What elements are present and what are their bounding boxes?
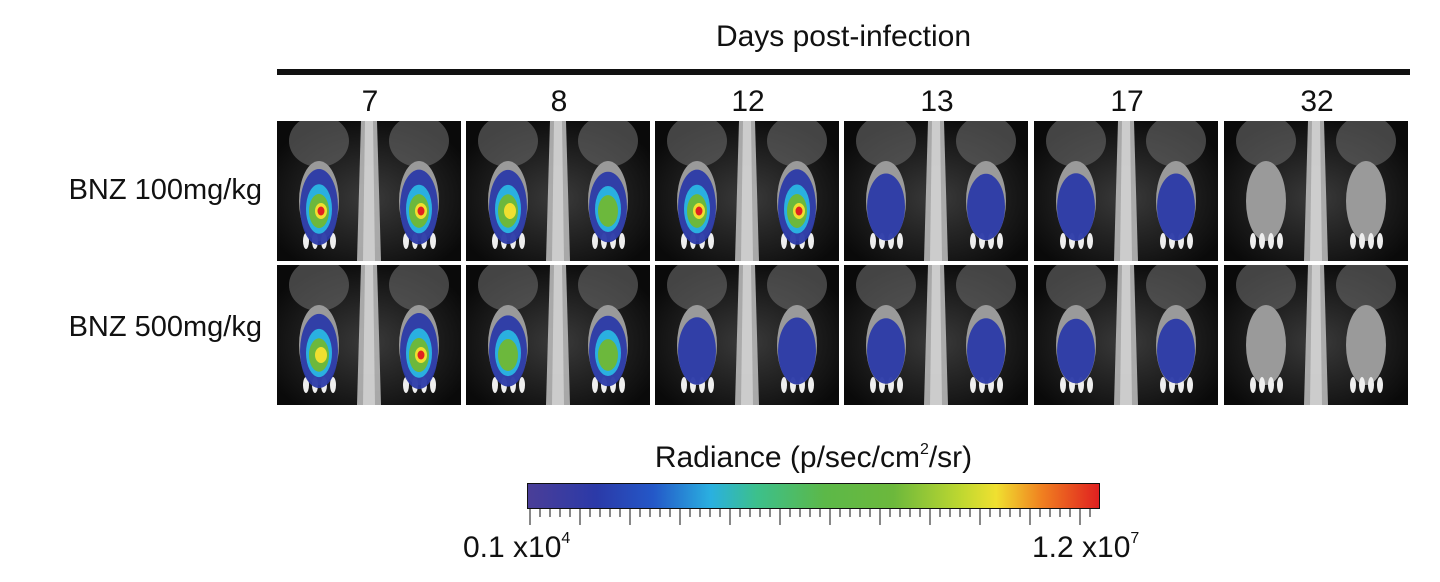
colorbar-min-base: 0.1 x10: [463, 531, 562, 564]
colorbar-min-exponent: 4: [561, 530, 571, 547]
colorbar-title-main: Radiance (p/sec/cm: [654, 441, 920, 474]
day-label-8: 8: [550, 85, 568, 118]
image-panel-100-day32: [1224, 121, 1408, 261]
image-panel-100-day17: [1034, 121, 1218, 261]
mouse-image: [844, 265, 1028, 405]
header-title: Days post-infection: [715, 20, 972, 53]
mouse-image: [277, 121, 461, 261]
mouse-image: [1034, 265, 1218, 405]
image-panel-500-day32: [1224, 265, 1408, 405]
image-panel-500-day8: [466, 265, 650, 405]
colorbar-ticks: [529, 509, 1091, 525]
mouse-image: [1034, 121, 1218, 261]
row-label-100: BNZ 100mg/kg: [68, 174, 262, 206]
colorbar-min-label: 0.1 x104: [463, 530, 570, 565]
colorbar-title-superscript: 2: [919, 441, 929, 458]
image-panel-500-day7: [277, 265, 461, 405]
row-label-500: BNZ 500mg/kg: [68, 311, 262, 343]
mouse-image: [655, 121, 839, 261]
mouse-image: [466, 121, 650, 261]
image-panel-100-day8: [466, 121, 650, 261]
colorbar-title: Radiance (p/sec/cm2/sr): [527, 441, 1100, 475]
mouse-image: [844, 121, 1028, 261]
image-panel-100-day7: [277, 121, 461, 261]
mouse-image: [466, 265, 650, 405]
image-panel-500-day13: [844, 265, 1028, 405]
day-label-12: 12: [731, 85, 765, 118]
mouse-image: [1224, 265, 1408, 405]
colorbar-title-end: /sr): [928, 441, 973, 474]
image-panel-100-day12: [655, 121, 839, 261]
colorbar-max-exponent: 7: [1130, 530, 1140, 547]
day-label-7: 7: [361, 85, 379, 118]
day-label-13: 13: [920, 85, 954, 118]
colorbar: [527, 483, 1100, 509]
mouse-image: [1224, 121, 1408, 261]
image-panel-500-day12: [655, 265, 839, 405]
image-panel-100-day13: [844, 121, 1028, 261]
mouse-image: [655, 265, 839, 405]
day-label-17: 17: [1110, 85, 1144, 118]
mouse-image: [277, 265, 461, 405]
header-rule: [277, 69, 1410, 75]
day-label-32: 32: [1300, 85, 1334, 118]
image-panel-500-day17: [1034, 265, 1218, 405]
colorbar-max-base: 1.2 x10: [1032, 531, 1131, 564]
colorbar-max-label: 1.2 x107: [1032, 530, 1139, 565]
